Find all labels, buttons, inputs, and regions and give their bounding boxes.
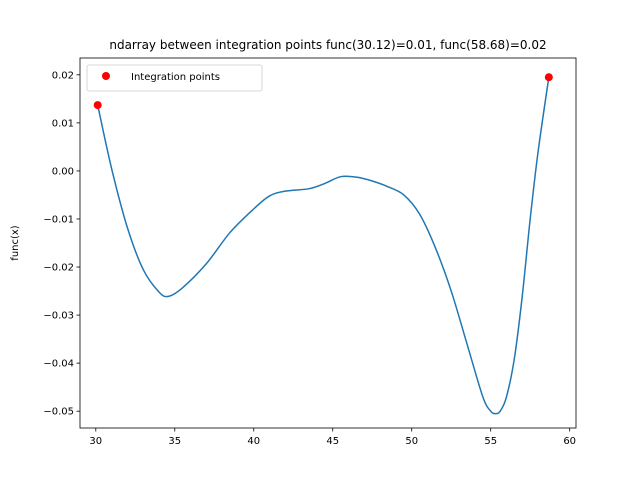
axis-ticks: 30 35 40 45 50 55 60 −0.05 −0.04 −0.03 −0.02 −0.01 0…	[43, 70, 576, 447]
y-tick-label: −0.04	[43, 359, 74, 370]
y-tick-label: 0.02	[52, 70, 74, 81]
x-tick-label: 45	[326, 436, 339, 447]
y-axis-label: func(x)	[10, 225, 21, 261]
y-tick-label: −0.01	[43, 214, 74, 225]
legend-label-integration-points: Integration points	[131, 72, 220, 83]
integration-point	[544, 73, 553, 82]
y-tick-label: 0.01	[52, 118, 74, 129]
x-tick-label: 60	[563, 436, 576, 447]
plot-area	[93, 73, 553, 415]
series-line	[96, 77, 550, 415]
x-tick-label: 35	[168, 436, 181, 447]
axes-frame	[79, 57, 577, 429]
x-tick-label: 40	[247, 436, 260, 447]
x-tick-label: 30	[89, 436, 102, 447]
y-tick-label: 0.00	[52, 166, 74, 177]
y-tick-label: −0.03	[43, 311, 74, 322]
legend: Integration points	[86, 64, 263, 92]
y-tick-label: −0.02	[43, 263, 74, 274]
integration-point	[93, 101, 102, 110]
legend-box	[86, 64, 263, 92]
legend-marker	[102, 72, 110, 80]
x-tick-label: 55	[484, 436, 497, 447]
x-tick-label: 50	[405, 436, 418, 447]
chart-title: ndarray between integration points func(…	[109, 38, 546, 52]
y-tick-label: −0.05	[43, 407, 74, 418]
